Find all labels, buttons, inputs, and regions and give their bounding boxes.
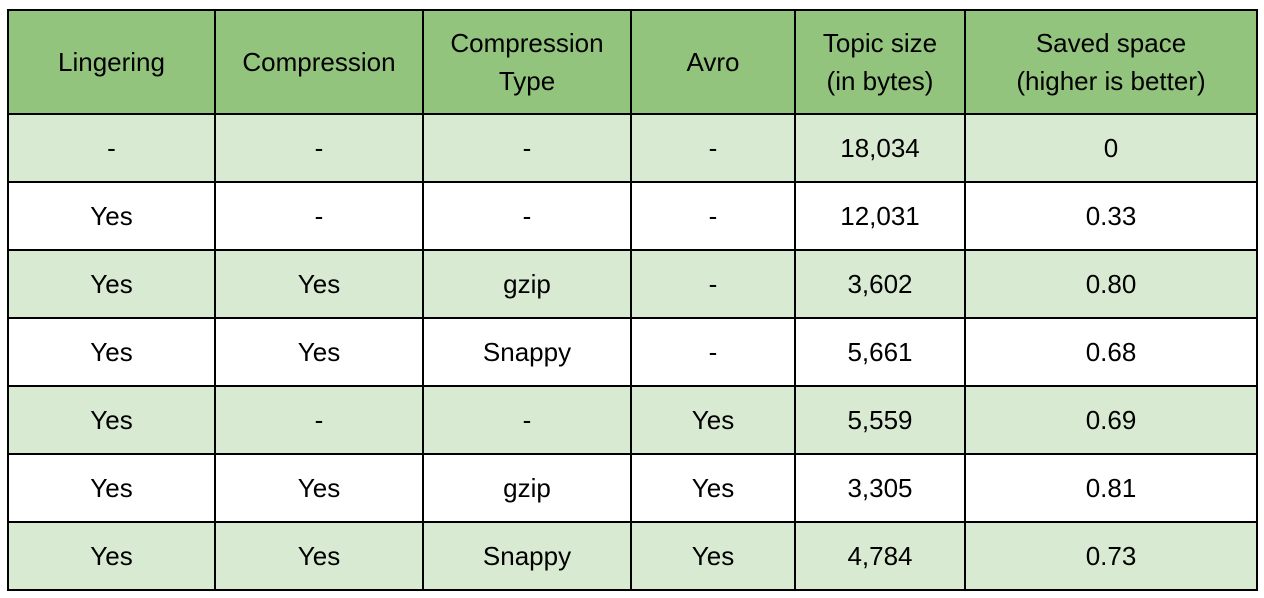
cell-lingering: Yes <box>7 521 216 591</box>
cell-topic-size: 3,602 <box>794 249 966 319</box>
header-topic-size: Topic size (in bytes) <box>794 9 966 115</box>
cell-avro: - <box>630 181 796 251</box>
cell-avro: Yes <box>630 521 796 591</box>
header-label-line2: (in bytes) <box>826 66 934 96</box>
cell-saved-space: 0.69 <box>964 385 1258 455</box>
cell-compression-type: - <box>422 181 632 251</box>
cell-compression-type: Snappy <box>422 317 632 387</box>
cell-compression: Yes <box>214 521 424 591</box>
cell-compression-type: gzip <box>422 453 632 523</box>
cell-lingering: Yes <box>7 453 216 523</box>
header-label: Lingering <box>58 47 165 77</box>
header-label: Topic size <box>822 28 938 58</box>
cell-avro: - <box>630 317 796 387</box>
table-row: Yes Yes gzip Yes 3,305 0.81 <box>7 453 1258 523</box>
cell-compression-type: - <box>422 113 632 183</box>
cell-lingering: Yes <box>7 249 216 319</box>
cell-compression: Yes <box>214 249 424 319</box>
table-row: Yes - - Yes 5,559 0.69 <box>7 385 1258 455</box>
cell-lingering: - <box>7 113 216 183</box>
cell-saved-space: 0 <box>964 113 1258 183</box>
header-label: Avro <box>686 47 740 77</box>
header-label-line2: Type <box>498 66 556 96</box>
cell-topic-size: 4,784 <box>794 521 966 591</box>
cell-compression-type: gzip <box>422 249 632 319</box>
compression-results-table-container: Lingering Compression Compression Type A… <box>7 9 1258 591</box>
cell-lingering: Yes <box>7 181 216 251</box>
cell-topic-size: 12,031 <box>794 181 966 251</box>
cell-compression: - <box>214 385 424 455</box>
cell-compression-type: - <box>422 385 632 455</box>
cell-saved-space: 0.81 <box>964 453 1258 523</box>
header-label: Saved space <box>1035 28 1187 58</box>
cell-saved-space: 0.33 <box>964 181 1258 251</box>
header-row: Lingering Compression Compression Type A… <box>7 9 1258 115</box>
cell-lingering: Yes <box>7 317 216 387</box>
table-row: - - - - 18,034 0 <box>7 113 1258 183</box>
cell-saved-space: 0.68 <box>964 317 1258 387</box>
cell-avro: - <box>630 249 796 319</box>
table-row: Yes Yes Snappy - 5,661 0.68 <box>7 317 1258 387</box>
cell-topic-size: 3,305 <box>794 453 966 523</box>
header-saved-space: Saved space (higher is better) <box>964 9 1258 115</box>
cell-saved-space: 0.73 <box>964 521 1258 591</box>
cell-topic-size: 5,559 <box>794 385 966 455</box>
cell-topic-size: 18,034 <box>794 113 966 183</box>
header-label-line2: (higher is better) <box>1016 66 1206 96</box>
cell-compression: Yes <box>214 453 424 523</box>
table-row: Yes Yes gzip - 3,602 0.80 <box>7 249 1258 319</box>
cell-compression: - <box>214 181 424 251</box>
cell-lingering: Yes <box>7 385 216 455</box>
table-row: Yes - - - 12,031 0.33 <box>7 181 1258 251</box>
compression-results-table: Lingering Compression Compression Type A… <box>7 9 1258 591</box>
cell-compression: Yes <box>214 317 424 387</box>
cell-avro: Yes <box>630 385 796 455</box>
cell-topic-size: 5,661 <box>794 317 966 387</box>
cell-compression-type: Snappy <box>422 521 632 591</box>
header-compression: Compression <box>214 9 424 115</box>
cell-compression: - <box>214 113 424 183</box>
cell-saved-space: 0.80 <box>964 249 1258 319</box>
cell-avro: Yes <box>630 453 796 523</box>
header-label: Compression <box>450 28 604 58</box>
header-lingering: Lingering <box>7 9 216 115</box>
header-avro: Avro <box>630 9 796 115</box>
header-label: Compression <box>242 47 396 77</box>
cell-avro: - <box>630 113 796 183</box>
table-row: Yes Yes Snappy Yes 4,784 0.73 <box>7 521 1258 591</box>
header-compression-type: Compression Type <box>422 9 632 115</box>
